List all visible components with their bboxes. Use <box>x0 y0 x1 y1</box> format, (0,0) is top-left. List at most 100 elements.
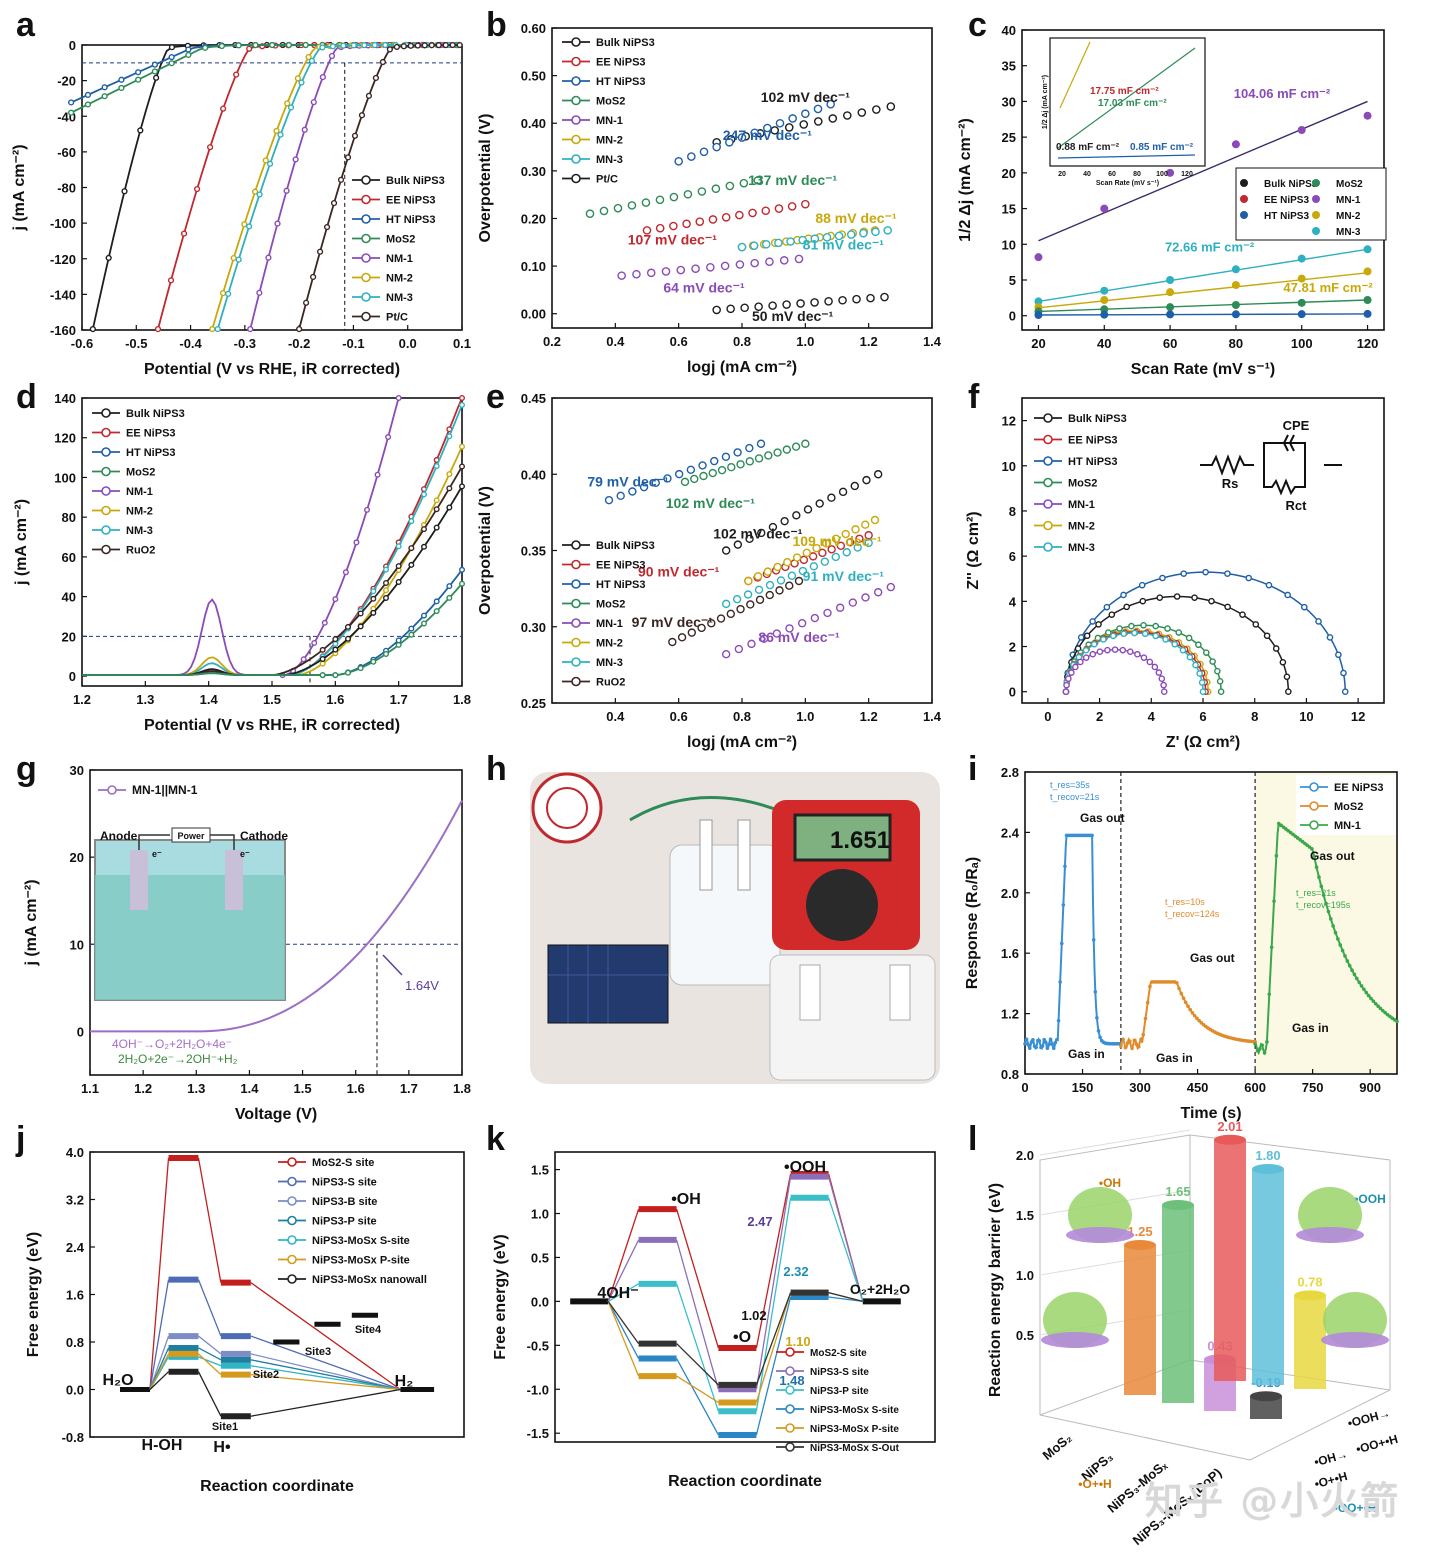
legend-marker <box>571 559 581 570</box>
legend-label: MN-3 <box>1068 542 1095 554</box>
data-point <box>1347 963 1352 968</box>
legend-marker <box>1043 520 1053 531</box>
legend-label: EE NiPS3 <box>596 57 646 69</box>
x-tick-label: 0.2 <box>543 334 561 349</box>
data-point <box>1196 670 1203 677</box>
data-point <box>1158 675 1166 683</box>
data-point <box>749 241 759 250</box>
legend-label: MoS2-S site <box>810 1348 867 1359</box>
y-tick-label: 1.6 <box>66 1288 84 1303</box>
data-point <box>721 599 731 609</box>
data-point <box>726 609 735 619</box>
data-point <box>151 68 158 75</box>
value-label: 2.01 <box>1217 1119 1242 1134</box>
y-tick-label: -60 <box>57 145 76 160</box>
data-point <box>219 289 227 297</box>
data-point <box>370 588 377 595</box>
data-point <box>1195 641 1202 649</box>
series-axis-label: •OH→ <box>1313 1447 1350 1469</box>
data-point <box>822 233 832 242</box>
y-tick-label: 4 <box>1009 594 1017 609</box>
x-axis-label: Potential (V vs RHE, iR corrected) <box>144 361 400 378</box>
legend-box <box>1235 167 1387 241</box>
legend-marker <box>571 173 581 184</box>
data-point <box>319 672 326 679</box>
data-point <box>841 529 850 539</box>
data-point <box>345 669 352 676</box>
x-tick-label: -0.1 <box>342 336 364 351</box>
slope-label: 50 mV dec⁻¹ <box>752 308 834 324</box>
chart-e: 0.4 0.6 0.8 1.0 1.2 1.4 0.25 0.30 0.35 0.40 0.45 lo… <box>477 391 942 751</box>
y-tick-label: 0 <box>1009 309 1016 324</box>
legend-label: Pt/C <box>596 174 618 186</box>
x-tick-label: 10 <box>1299 709 1313 724</box>
data-point <box>1267 992 1272 996</box>
fit-line <box>1038 272 1368 309</box>
legend-marker <box>101 408 111 418</box>
data-point <box>1183 1000 1188 1005</box>
data-point <box>1173 593 1181 600</box>
data-point <box>342 569 349 576</box>
data-point <box>725 181 735 191</box>
legend-marker <box>1309 801 1319 811</box>
data-point <box>256 191 263 198</box>
x-tick-label: 0.6 <box>670 709 688 724</box>
data-point <box>768 522 778 532</box>
connector <box>607 1239 640 1302</box>
panel-label-l: l <box>968 1120 978 1158</box>
data-point <box>421 612 428 619</box>
legend-label: NiPS3-MoSx nanowall <box>312 1274 427 1286</box>
data-point <box>1058 980 1062 984</box>
data-point <box>1192 1013 1197 1018</box>
x-tick-label: -0.6 <box>71 336 93 351</box>
legend-label: NiPS3-P site <box>810 1386 869 1397</box>
data-point <box>1231 140 1240 149</box>
data-point <box>721 212 731 222</box>
data-point <box>735 260 745 269</box>
data-point <box>319 646 326 653</box>
legend-marker <box>1309 782 1319 792</box>
data-point <box>1139 1037 1143 1042</box>
data-point <box>1179 646 1187 654</box>
data-point <box>1077 634 1085 641</box>
data-point <box>1027 1046 1032 1050</box>
legend-label: MoS2 <box>596 96 625 108</box>
data-point <box>1175 629 1183 636</box>
data-point <box>459 463 466 470</box>
data-point <box>1317 875 1321 879</box>
y-tick-label: 0.5 <box>531 1250 549 1265</box>
data-point <box>1063 864 1067 869</box>
data-point <box>1050 1042 1054 1046</box>
multimeter-display: 1.651 <box>830 827 890 854</box>
data-point <box>1272 645 1280 652</box>
panel-label-i: i <box>968 750 978 788</box>
data-point <box>1061 903 1066 907</box>
data-point <box>1265 1040 1269 1044</box>
data-point <box>1072 663 1079 671</box>
legend-label: MN-1 <box>596 115 623 127</box>
data-point <box>1068 669 1075 676</box>
slope-label: 97 mV dec⁻¹ <box>632 614 714 630</box>
data-point <box>827 493 836 502</box>
data-point <box>287 104 295 111</box>
series-line <box>249 44 463 330</box>
data-point <box>435 42 442 49</box>
equation: 2H₂O+2e⁻→2OH⁻+H₂ <box>118 1052 238 1066</box>
data-point <box>269 41 276 49</box>
data-point <box>1199 688 1207 696</box>
connector <box>250 1365 401 1391</box>
data-point <box>632 269 641 279</box>
legend-label: MN-1 <box>596 618 623 630</box>
data-point <box>763 567 773 576</box>
data-point <box>137 127 144 134</box>
connector <box>755 1173 792 1349</box>
data-point <box>300 656 307 663</box>
y-tick-label: 1.0 <box>531 1207 549 1222</box>
y-tick-label: -80 <box>57 181 76 196</box>
x-tick-label: 1.5 <box>263 692 281 707</box>
y-tick-label: 0.0 <box>531 1294 549 1309</box>
data-point <box>241 221 248 228</box>
data-point <box>302 41 309 49</box>
data-point <box>385 434 392 441</box>
data-point <box>1191 594 1198 601</box>
